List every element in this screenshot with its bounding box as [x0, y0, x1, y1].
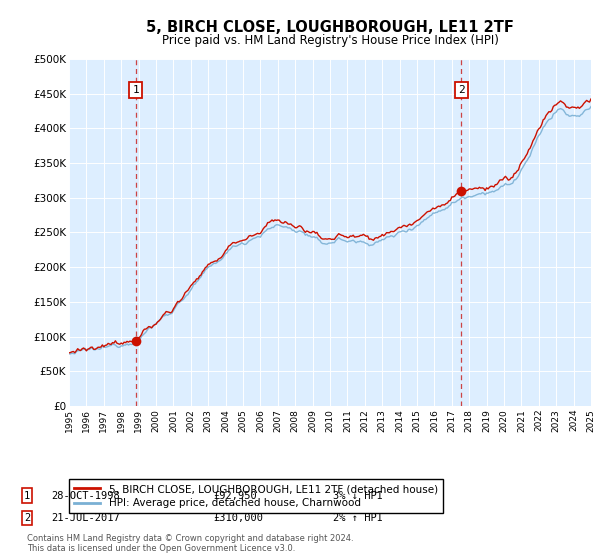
Legend: 5, BIRCH CLOSE, LOUGHBOROUGH, LE11 2TF (detached house), HPI: Average price, det: 5, BIRCH CLOSE, LOUGHBOROUGH, LE11 2TF (… [69, 479, 443, 514]
Text: Contains HM Land Registry data © Crown copyright and database right 2024.
This d: Contains HM Land Registry data © Crown c… [27, 534, 353, 553]
Text: £310,000: £310,000 [213, 513, 263, 523]
Text: 1: 1 [132, 85, 139, 95]
Text: 28-OCT-1998: 28-OCT-1998 [51, 491, 120, 501]
Text: £92,950: £92,950 [213, 491, 257, 501]
Text: 3% ↓ HPI: 3% ↓ HPI [333, 491, 383, 501]
Text: 2% ↑ HPI: 2% ↑ HPI [333, 513, 383, 523]
Text: 5, BIRCH CLOSE, LOUGHBOROUGH, LE11 2TF: 5, BIRCH CLOSE, LOUGHBOROUGH, LE11 2TF [146, 20, 514, 35]
Text: 2: 2 [24, 513, 30, 523]
Text: 2: 2 [458, 85, 465, 95]
Text: 21-JUL-2017: 21-JUL-2017 [51, 513, 120, 523]
Text: 1: 1 [24, 491, 30, 501]
Text: Price paid vs. HM Land Registry's House Price Index (HPI): Price paid vs. HM Land Registry's House … [161, 34, 499, 46]
